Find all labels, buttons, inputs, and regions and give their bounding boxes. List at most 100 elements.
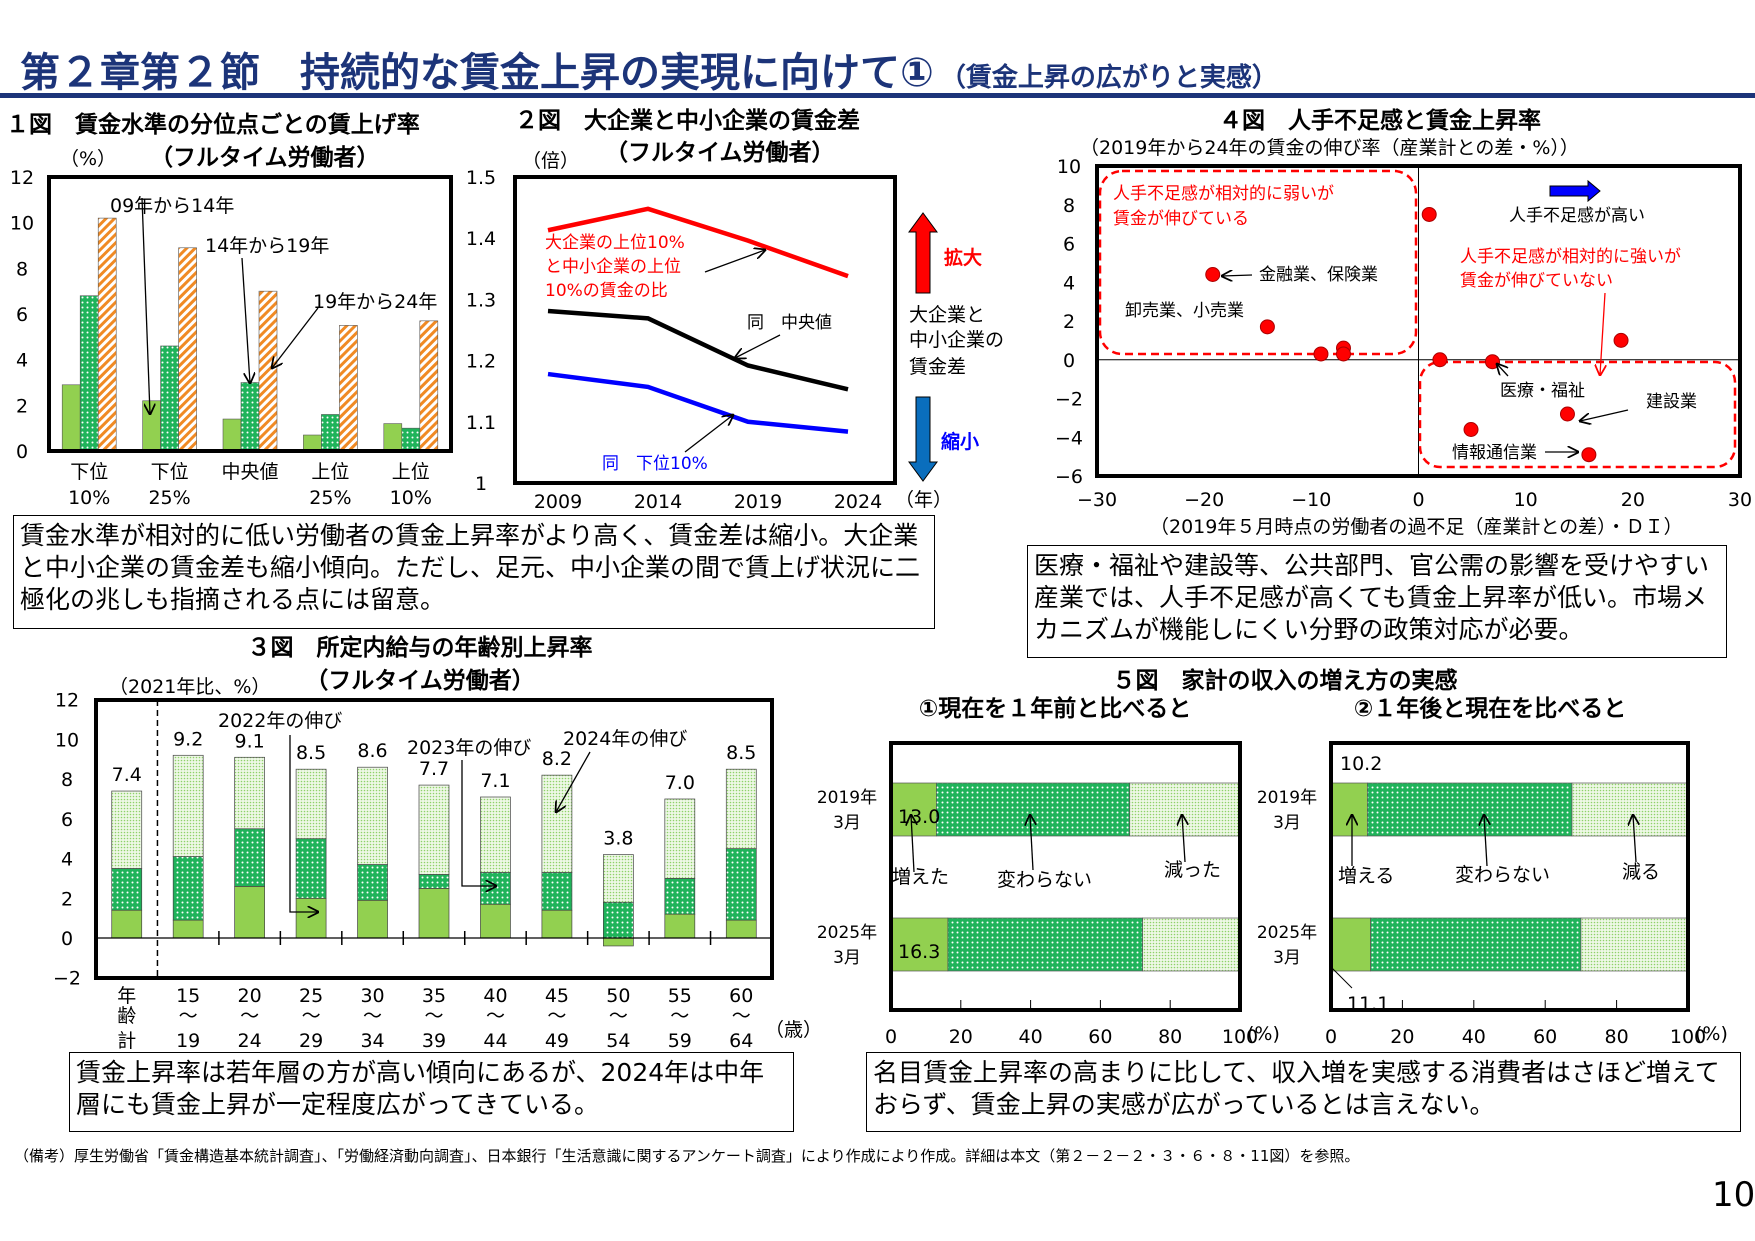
page-number: 10 <box>1712 1175 1755 1215</box>
fig2-series-line-0 <box>547 206 849 279</box>
fig4-point <box>1335 346 1351 362</box>
fig1-bar-3 <box>339 325 358 452</box>
fig3-total-label: 7.0 <box>665 772 695 794</box>
fig3-total-label: 8.5 <box>296 742 326 764</box>
fig3-x-label: 計 <box>117 1030 136 1052</box>
fig3-x-label: 59 <box>668 1030 692 1052</box>
fig2-arrow-bottom10 <box>684 415 733 453</box>
fig3-y-unit: （2021年比、%） <box>109 676 270 698</box>
fig1-bar-1 <box>61 384 81 452</box>
fig1-bar-2 <box>321 414 340 452</box>
fig2-series-label-median: 同 中央値 <box>747 313 832 333</box>
fig3-bar-segment-2023 <box>664 878 696 915</box>
fig1-x-label: 中央値 <box>221 461 278 483</box>
fig3-x-label: 50 <box>606 985 630 1007</box>
fig3-x-label: ～ <box>670 1005 689 1027</box>
fig3-x-label: 30 <box>360 985 384 1007</box>
fig2-subtitle: （フルタイム労働者） <box>605 139 835 166</box>
fig5-future-bar-segment <box>1370 917 1582 972</box>
fig5-now-series-label: 増えた <box>892 866 949 888</box>
fig1-arrow-1924 <box>272 307 319 368</box>
fig3-plot-frame <box>94 698 774 980</box>
fig2-arrow-median <box>735 334 781 358</box>
fig4-x-tick: 30 <box>1728 489 1752 511</box>
fig4-label-medical: 医療・福祉 <box>1500 381 1585 401</box>
fig4-y-tick: 8 <box>1063 195 1075 217</box>
page-subtitle: （賃金上昇の広がりと実感） <box>939 63 1278 93</box>
fig3-bar-segment-2023 <box>111 868 143 911</box>
fig4-point <box>1559 406 1575 422</box>
summary-box-fig3: 賃金上昇率は若年層の方が高い傾向にあるが、2024年は中年層にも賃金上昇が一定程… <box>69 1052 794 1132</box>
fig4-x-tick: 20 <box>1621 489 1645 511</box>
fig4-point <box>1463 422 1479 437</box>
fig1-y-tick: 2 <box>16 395 28 417</box>
fig1-bar-3 <box>419 320 439 452</box>
fig1-y-tick: 12 <box>10 167 34 189</box>
fig5-now-bar-segment <box>936 782 1131 837</box>
fig5-now-bar-segment <box>890 917 949 972</box>
fig2-expand-arrow-icon <box>908 212 938 294</box>
fig3-bar-segment-2022 <box>172 919 204 939</box>
fig5-now-row-label: 2019年 <box>817 788 877 808</box>
summary-box-fig5: 名目賃金上昇率の高まりに比して、収入増を実感する消費者はさほど増えておらず、賃金… <box>866 1052 1741 1132</box>
fig3-bar-segment-2024 <box>725 768 757 849</box>
fig5-future-x-tick: 0 <box>1325 1026 1337 1048</box>
fig2-y-tick: 1.2 <box>466 351 496 373</box>
fig2-y-tick: 1 <box>475 473 487 495</box>
fig4-y-tick: 6 <box>1063 234 1075 256</box>
fig3-bar-segment-2024 <box>541 774 573 873</box>
fig5-future-bar-segment <box>1367 782 1573 837</box>
fig3-bar-segment-2023 <box>541 872 573 911</box>
fig5-now-subtitle: ①現在を１年前と比べると <box>919 695 1191 722</box>
fig3-x-label: 45 <box>545 985 569 1007</box>
fig5-now-x-tick: 20 <box>949 1026 973 1048</box>
fig4-point <box>1432 352 1448 368</box>
fig3-x-label: ～ <box>547 1005 566 1027</box>
fig4-y-tick: 0 <box>1063 350 1075 372</box>
fig4-arrow-finance <box>1222 275 1253 276</box>
fig2-y-tick: 1.3 <box>466 289 496 311</box>
fig2-series-line-1 <box>547 308 849 392</box>
fig4-label-finance: 金融業、保険業 <box>1259 265 1378 285</box>
fig4-y-tick: −2 <box>1055 389 1083 411</box>
fig5-now-row-label: 2025年 <box>817 923 877 943</box>
fig4-x-tick: −20 <box>1184 489 1224 511</box>
fig3-bar-segment-2022 <box>357 899 388 939</box>
fig4-y-tick: 10 <box>1057 156 1081 178</box>
fig3-y-tick: −2 <box>53 968 81 990</box>
fig4-point <box>1613 332 1629 348</box>
fig2-plot-frame <box>513 175 897 485</box>
fig5-title: ５図 家計の収入の増え方の実感 <box>1113 667 1458 694</box>
fig1-series-label-0914: 09年から14年 <box>110 195 234 217</box>
fig4-weak-shortage-region <box>1098 169 1418 356</box>
fig2-series-label-top10: 10%の賃金の比 <box>545 281 668 301</box>
fig3-arrow-2024 <box>556 751 591 812</box>
fig3-x-label: ～ <box>240 1005 259 1027</box>
fig5-future-row-label: 3月 <box>1273 813 1301 833</box>
fig3-bar-segment-2024 <box>480 796 511 873</box>
fig5-now-bar-segment <box>890 782 937 837</box>
fig4-x-tick: −30 <box>1077 489 1117 511</box>
fig5-now-x-tick: 100 <box>1222 1026 1258 1048</box>
fig4-plot-frame <box>1095 164 1742 478</box>
fig3-bar-segment-2022 <box>725 919 757 939</box>
fig1-x-label: 25% <box>148 487 190 509</box>
fig5-future-bar-segment <box>1580 917 1689 972</box>
fig1-x-label: 25% <box>309 487 351 509</box>
fig4-y-tick: 4 <box>1063 272 1075 294</box>
fig2-legend-shrink: 縮小 <box>941 430 979 453</box>
fig5-now-series-label: 変わらない <box>997 869 1092 891</box>
fig1-y-tick: 8 <box>16 258 28 280</box>
fig5-now-row-label: 3月 <box>833 813 861 833</box>
fig1-bar-2 <box>401 427 421 452</box>
fig5-future-leader-line <box>1331 967 1353 989</box>
fig3-bar-segment-2024 <box>234 756 265 830</box>
fig4-direction-label: 人手不足感が高い <box>1509 206 1645 226</box>
fig4-label-wholesale: 卸売業、小売業 <box>1125 301 1244 321</box>
fig5-now-arrow <box>911 815 914 873</box>
fig3-x-label: 25 <box>299 985 323 1007</box>
fig4-x-tick: 10 <box>1514 489 1538 511</box>
fig5-now-bar-segment <box>947 917 1143 972</box>
fig3-bar-segment-2023 <box>172 856 204 921</box>
